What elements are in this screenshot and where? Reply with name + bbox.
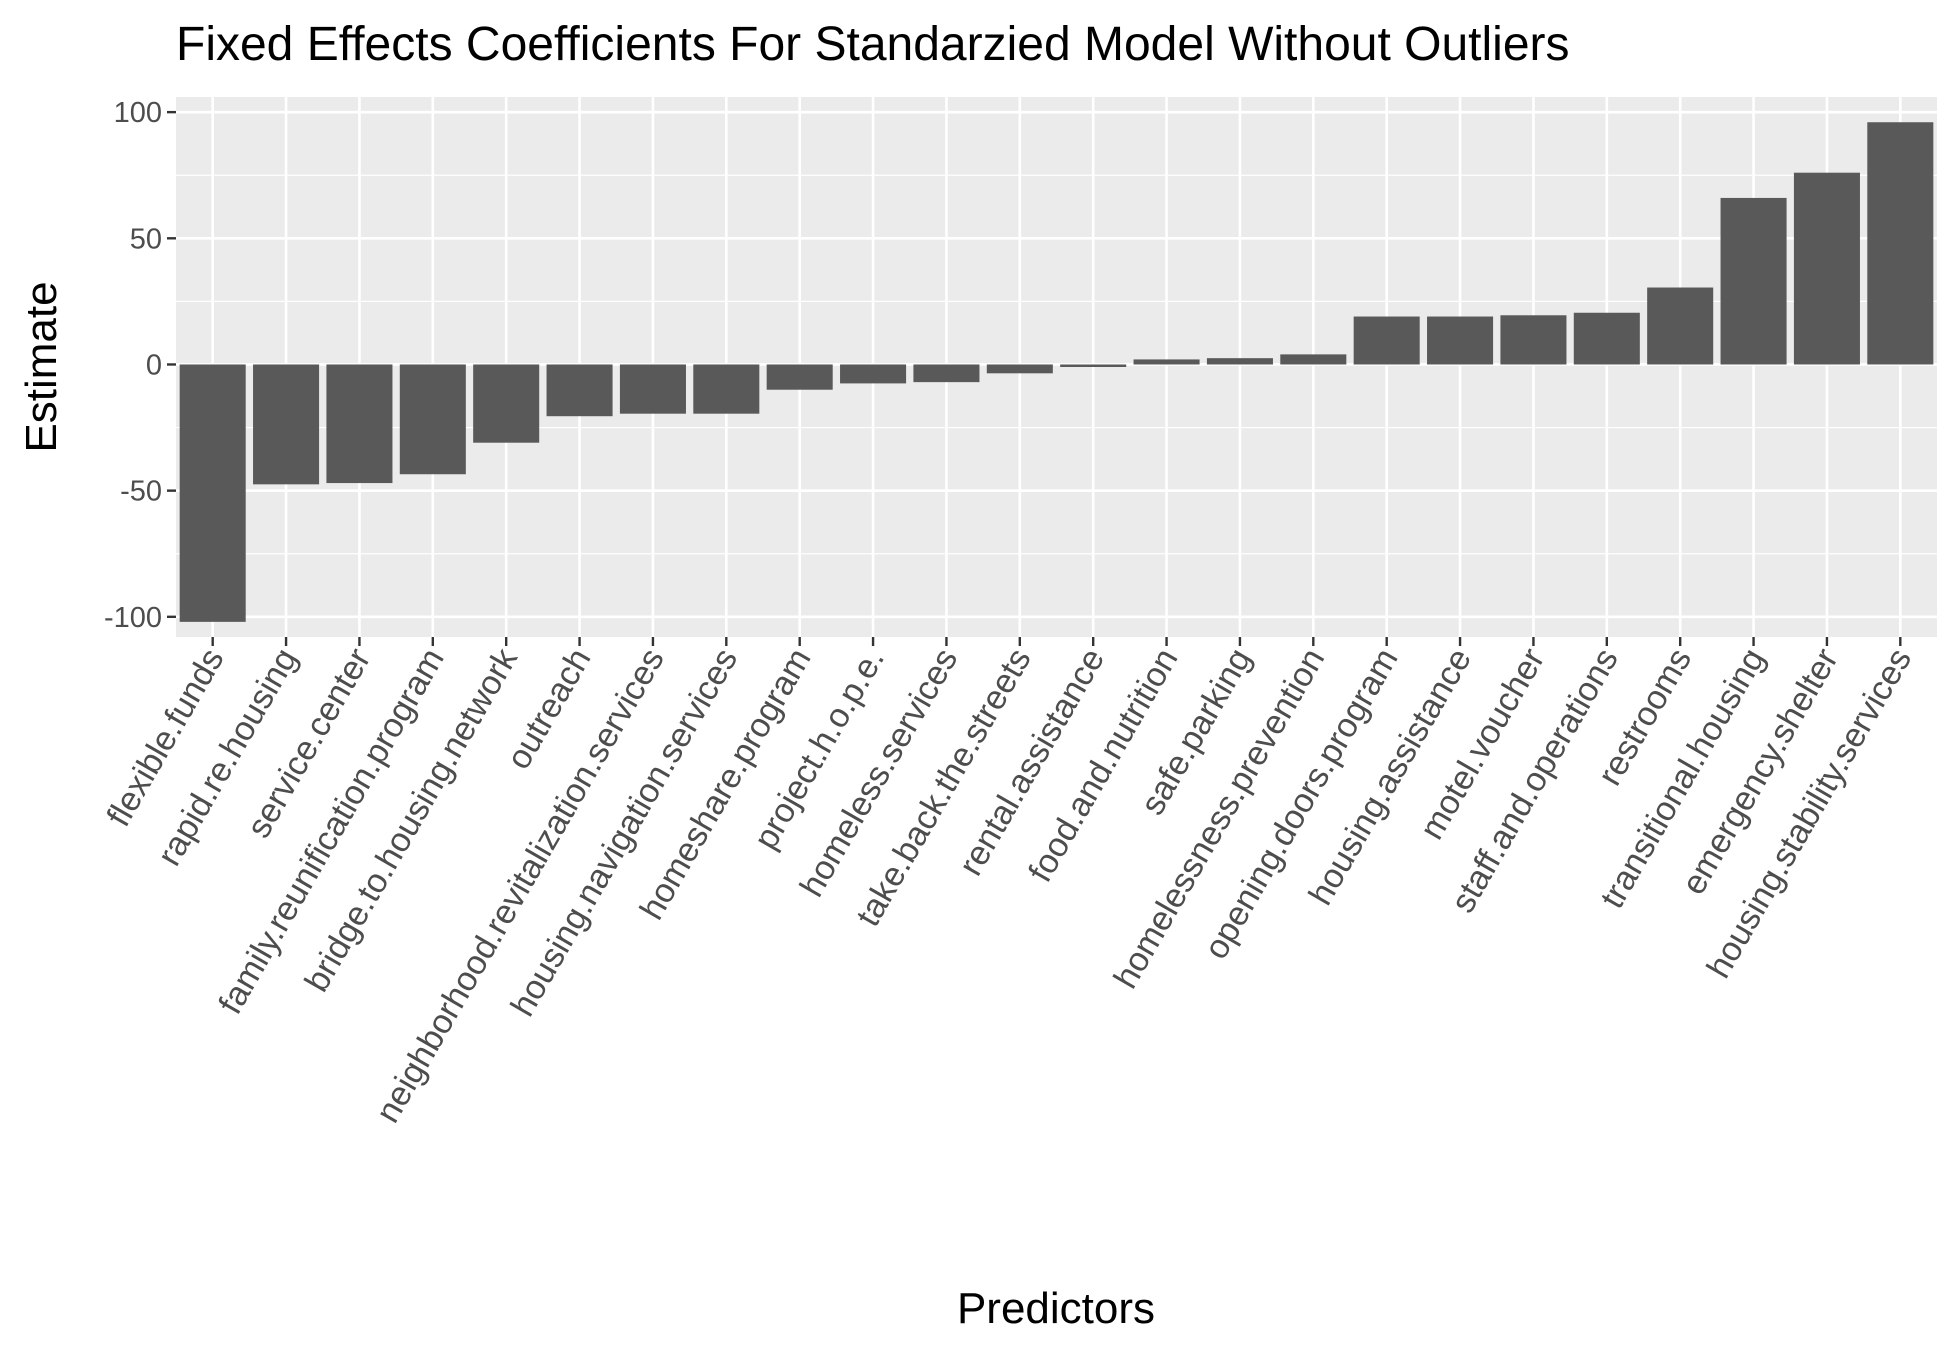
y-tick-label: 50 — [130, 223, 162, 255]
bar — [1720, 197, 1787, 365]
bar — [1573, 312, 1640, 365]
y-tick-label: -100 — [104, 602, 162, 634]
x-axis: flexible.fundsrapid.re.housingservice.ce… — [99, 637, 1919, 1129]
bar — [179, 364, 246, 622]
grid-minor — [176, 174, 1937, 555]
bar — [326, 364, 393, 484]
bar — [619, 364, 686, 414]
bar — [1647, 287, 1714, 365]
bar — [693, 364, 760, 414]
bar — [840, 364, 907, 384]
y-tick-label: 0 — [146, 349, 162, 381]
chart-title: Fixed Effects Coefficients For Standarzi… — [176, 18, 1570, 71]
x-axis-title: Predictors — [957, 1284, 1155, 1333]
bar — [473, 364, 540, 443]
bar — [1427, 316, 1494, 365]
bar — [986, 364, 1053, 374]
bar — [1867, 122, 1934, 365]
bar — [1133, 359, 1200, 365]
y-axis: -100 -50 0 50 100 — [104, 97, 176, 634]
bar — [1060, 364, 1127, 367]
y-axis-title: Estimate — [17, 281, 66, 452]
bar — [546, 364, 613, 417]
bar — [1793, 172, 1860, 365]
plot-panel — [176, 97, 1937, 637]
bar — [766, 364, 833, 390]
bar — [1280, 354, 1347, 365]
bar — [1353, 316, 1420, 365]
bar — [399, 364, 466, 475]
bars — [179, 122, 1934, 622]
y-tick-label: -50 — [120, 476, 162, 508]
bar — [1206, 358, 1273, 365]
bar — [913, 364, 980, 383]
bar — [1500, 315, 1567, 365]
y-tick-label: 100 — [114, 97, 162, 129]
bar — [253, 364, 320, 485]
